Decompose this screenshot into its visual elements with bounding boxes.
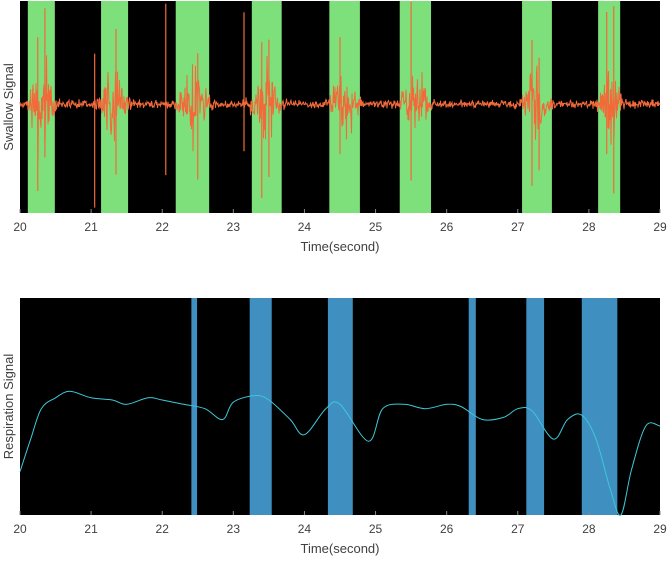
x-tick-label: 22 xyxy=(156,220,170,234)
subplot-2: 20 21 22 23 24 25 26 27 28 29 Time(second) Respirat… xyxy=(1,298,667,556)
x-tick-label: 26 xyxy=(440,522,454,536)
x-tick-label: 24 xyxy=(298,522,312,536)
x-tick-label: 24 xyxy=(298,220,312,234)
x-axis-label: Time(second) xyxy=(301,239,380,254)
x-tick-label: 22 xyxy=(156,522,170,536)
highlight-band xyxy=(522,1,552,213)
highlight-band xyxy=(251,1,282,213)
y-axis-label: Respiration Signal xyxy=(1,354,16,460)
highlight-band xyxy=(249,298,272,515)
x-axis-label: Time(second) xyxy=(301,541,380,556)
highlight-band xyxy=(327,298,353,515)
x-tick-label: 29 xyxy=(653,522,667,536)
x-tick-label: 28 xyxy=(582,220,596,234)
x-tick-label: 29 xyxy=(653,220,667,234)
x-tick-label: 27 xyxy=(511,220,525,234)
subplot-1: 20 21 22 23 24 25 26 27 28 29 Time(second) Swallow … xyxy=(1,1,667,254)
highlight-band xyxy=(526,298,545,515)
highlight-band xyxy=(329,1,360,213)
x-tick-label: 23 xyxy=(227,220,241,234)
x-tick-label: 27 xyxy=(511,522,525,536)
x-tick-label: 20 xyxy=(13,220,27,234)
x-tick-label: 25 xyxy=(369,522,383,536)
x-tick-label: 21 xyxy=(84,220,98,234)
y-axis-label: Swallow Signal xyxy=(1,63,16,151)
highlight-band xyxy=(581,298,618,515)
x-tick-label: 25 xyxy=(369,220,383,234)
x-tick-label: 28 xyxy=(582,522,596,536)
x-tick-label: 20 xyxy=(13,522,27,536)
x-tick-label: 23 xyxy=(227,522,241,536)
highlight-band xyxy=(468,298,476,515)
x-tick-label: 21 xyxy=(84,522,98,536)
x-tick-label: 26 xyxy=(440,220,454,234)
respiration-signal-line xyxy=(19,390,661,516)
